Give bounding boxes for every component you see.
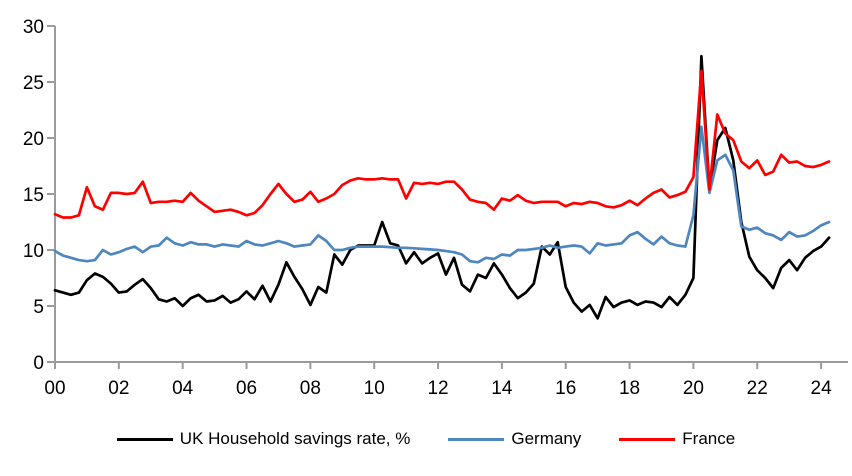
x-tick-label: 02: [108, 378, 129, 399]
y-tick-label: 15: [23, 185, 44, 206]
series-line-france: [53, 69, 831, 219]
chart-legend: UK Household savings rate, % Germany Franc…: [0, 429, 852, 449]
legend-label: France: [682, 429, 736, 448]
legend-line-swatch: [116, 437, 173, 441]
x-tick-label: 08: [300, 378, 321, 399]
x-tick-label: 06: [236, 378, 257, 399]
y-tick-label: 10: [23, 241, 44, 262]
legend-line-swatch: [619, 437, 676, 441]
x-tick-label: 24: [811, 378, 833, 399]
x-tick-label: 12: [427, 378, 448, 399]
legend-label: UK Household savings rate, %: [179, 429, 411, 448]
series-line-germany: [53, 125, 831, 264]
x-tick-label: 10: [364, 378, 385, 399]
x-tick-label: 14: [491, 378, 513, 399]
y-tick-label: 0: [33, 353, 44, 374]
legend-item-germany: Germany: [448, 429, 581, 449]
legend-line-swatch: [448, 437, 505, 441]
x-tick-label: 04: [172, 378, 194, 399]
x-tick-label: 00: [44, 378, 65, 399]
y-tick-label: 30: [23, 17, 44, 38]
legend-item-uk: UK Household savings rate, %: [116, 429, 411, 449]
y-tick-label: 25: [23, 73, 44, 94]
series-line-uk: [53, 54, 831, 320]
legend-item-france: France: [619, 429, 735, 449]
x-tick-label: 20: [683, 378, 704, 399]
y-tick-label: 20: [23, 129, 44, 150]
y-tick-label: 5: [33, 297, 44, 318]
legend-label: Germany: [511, 429, 582, 448]
x-tick-label: 22: [747, 378, 768, 399]
x-tick-label: 16: [555, 378, 576, 399]
x-tick-label: 18: [619, 378, 640, 399]
